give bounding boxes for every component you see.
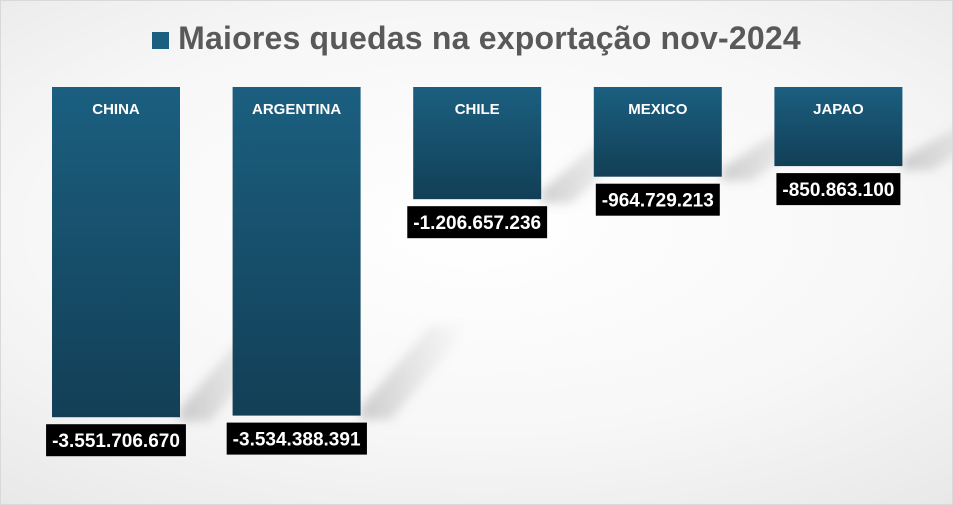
value-label-box bbox=[226, 422, 367, 455]
bar-china bbox=[52, 87, 180, 418]
legend-swatch bbox=[152, 31, 170, 49]
value-label-box bbox=[776, 173, 901, 206]
value-label: -3.551.706.670 bbox=[52, 431, 180, 452]
category-label: JAPAO bbox=[813, 101, 864, 118]
value-label: -3.534.388.391 bbox=[233, 430, 361, 451]
value-label-box bbox=[595, 183, 720, 216]
category-label: CHILE bbox=[455, 101, 500, 118]
bars bbox=[52, 87, 903, 418]
value-labels: -3.551.706.670 -3.534.388.391 -1.206.657.2… bbox=[46, 173, 901, 457]
legend: Maiores quedas na exportação nov-2024 bbox=[1, 15, 952, 61]
bar-shadow bbox=[360, 325, 471, 420]
bar-shadow bbox=[902, 130, 952, 171]
bar-argentina bbox=[232, 87, 361, 416]
value-label-box bbox=[407, 206, 548, 239]
value-label: -850.863.100 bbox=[782, 180, 894, 201]
value-label: -1.206.657.236 bbox=[413, 213, 541, 234]
category-label: ARGENTINA bbox=[252, 101, 341, 118]
category-label: MEXICO bbox=[628, 101, 688, 118]
category-labels: CHINA ARGENTINA CHILE MEXICO JAPAO bbox=[92, 101, 864, 118]
category-label: CHINA bbox=[92, 101, 140, 118]
bar-mexico bbox=[593, 87, 722, 177]
bar-chile bbox=[413, 87, 542, 200]
value-label: -964.729.213 bbox=[602, 191, 714, 212]
legend-label: Maiores quedas na exportação nov-2024 bbox=[178, 19, 801, 56]
value-label-box bbox=[46, 424, 186, 457]
bar-japao bbox=[774, 87, 903, 167]
